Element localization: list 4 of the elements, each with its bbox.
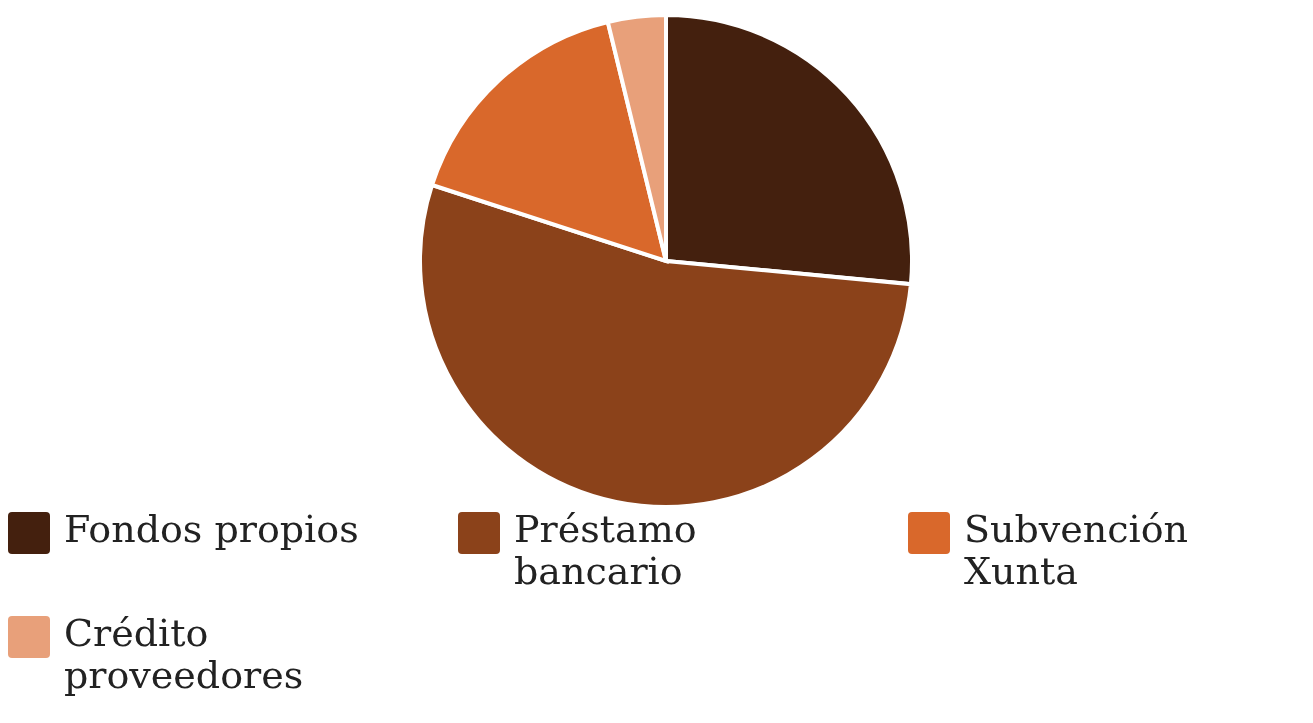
legend-label: Crédito proveedores xyxy=(64,611,305,697)
legend-label: Subvención Xunta xyxy=(964,507,1190,593)
legend-label: Préstamo bancario xyxy=(514,507,698,593)
legend-label: Fondos propios xyxy=(64,507,359,551)
